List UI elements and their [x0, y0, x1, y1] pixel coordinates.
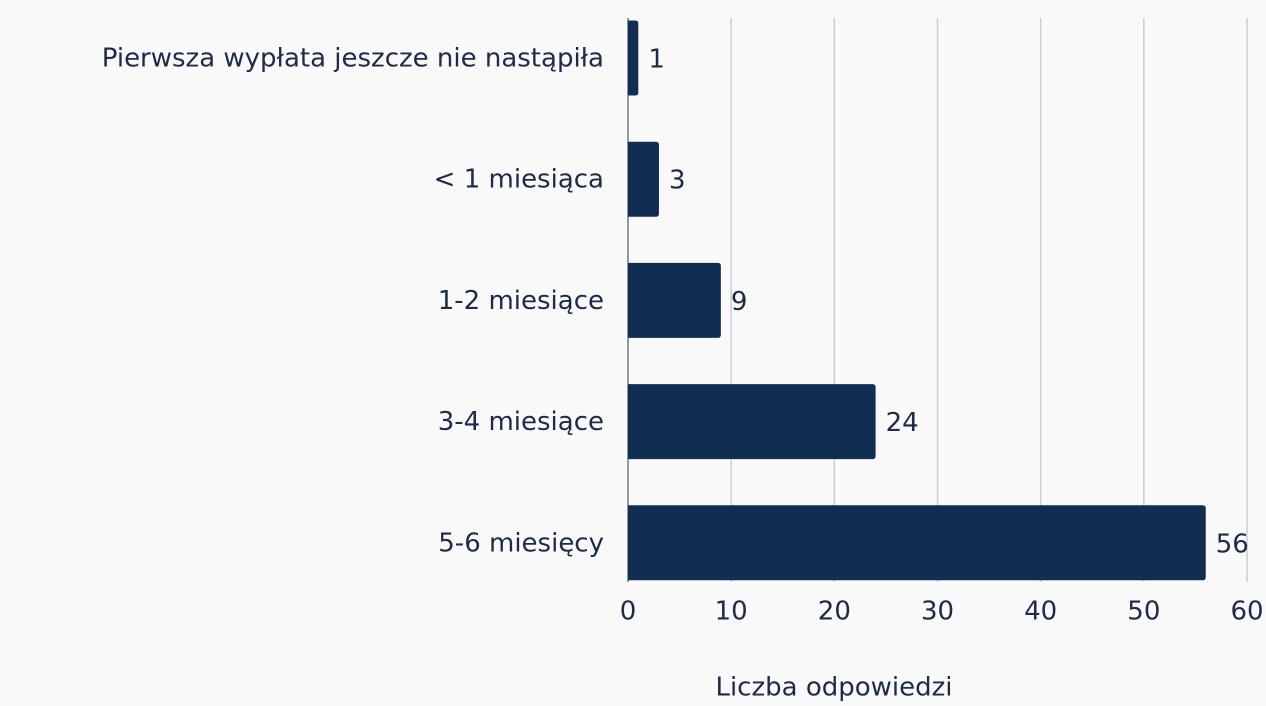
x-tick-label: 30	[921, 597, 954, 627]
value-label: 9	[731, 287, 748, 317]
x-tick-label: 60	[1230, 597, 1263, 627]
value-label: 3	[669, 166, 686, 196]
x-tick-label: 20	[818, 597, 851, 627]
x-tick-label: 50	[1127, 597, 1160, 627]
bar	[628, 384, 876, 460]
x-tick-label: 40	[1024, 597, 1057, 627]
y-tick-label: < 1 miesiąca	[434, 165, 604, 195]
x-axis-label: Liczba odpowiedzi	[715, 673, 952, 703]
bar	[628, 20, 639, 96]
y-tick-label: 3-4 miesiące	[438, 407, 604, 437]
bar	[628, 505, 1206, 581]
x-tick-label: 0	[620, 597, 637, 627]
bar	[628, 262, 721, 338]
value-label: 1	[648, 45, 665, 75]
value-label: 24	[886, 408, 919, 438]
bar	[628, 141, 659, 217]
value-label: 56	[1216, 529, 1249, 559]
y-tick-label: 1-2 miesiące	[438, 286, 604, 316]
x-tick-label: 10	[715, 597, 748, 627]
y-tick-label: 5-6 miesięcy	[438, 528, 604, 558]
y-tick-label: Pierwsza wypłata jeszcze nie nastąpiła	[102, 44, 604, 74]
